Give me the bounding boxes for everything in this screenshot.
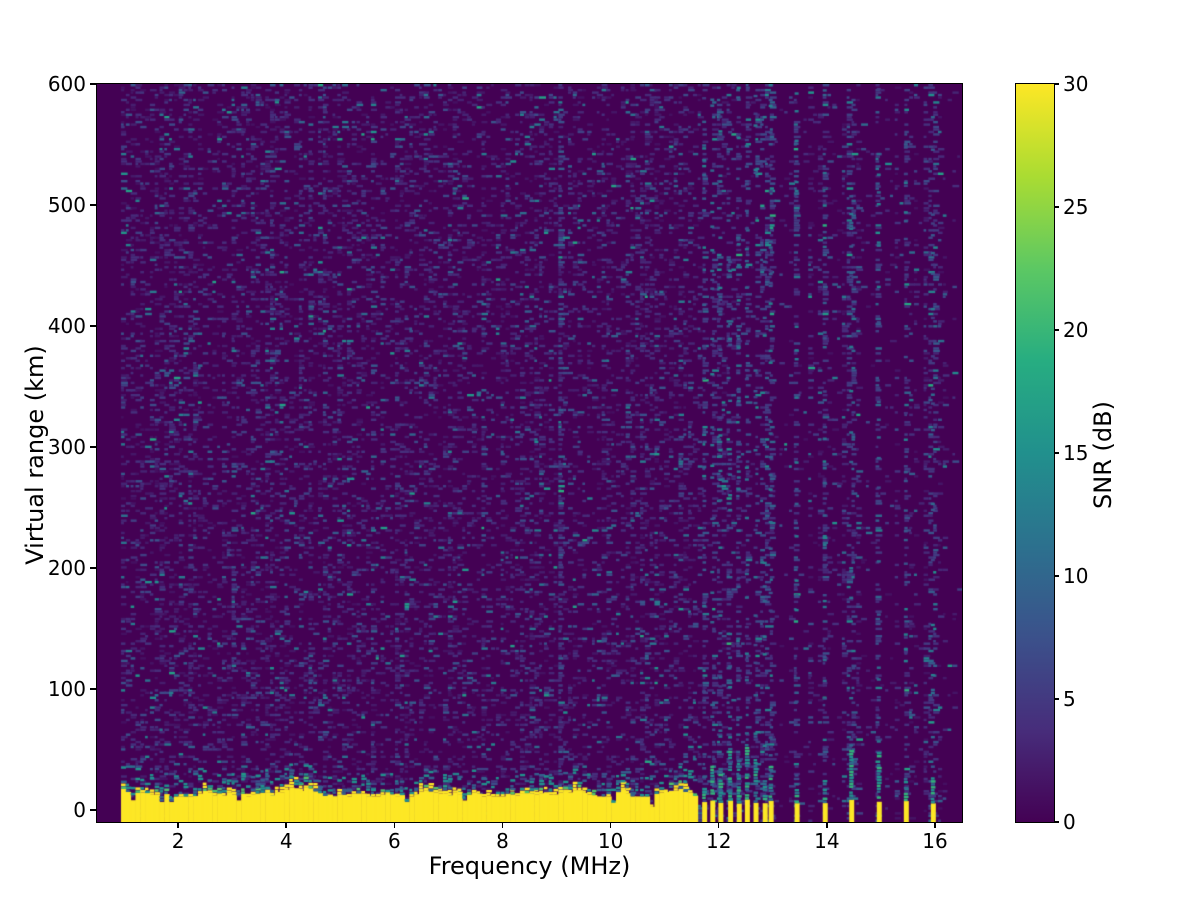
x-tick-mark	[826, 822, 828, 828]
x-tick-mark	[717, 822, 720, 828]
y-tick-label: 400	[47, 313, 86, 338]
colorbar-tick-mark	[1054, 575, 1059, 577]
x-tick-label: 2	[171, 829, 185, 853]
plot-area	[96, 83, 963, 823]
y-tick-mark	[90, 204, 96, 206]
x-tick-mark	[285, 822, 287, 828]
colorbar-tick-label: 20	[1063, 318, 1089, 342]
colorbar-label: SNR (dB)	[1089, 401, 1117, 509]
y-tick-mark	[90, 446, 96, 448]
colorbar-tick-mark	[1054, 206, 1059, 208]
x-tick-label: 4	[279, 829, 293, 853]
colorbar-tick-mark	[1054, 329, 1059, 331]
colorbar-tick-label: 15	[1063, 441, 1089, 465]
y-tick-label: 500	[47, 192, 86, 217]
colorbar-tick-label: 5	[1063, 687, 1076, 711]
x-tick-label: 10	[597, 829, 624, 853]
colorbar	[1015, 83, 1055, 823]
y-tick-mark	[90, 809, 96, 811]
y-tick-label: 0	[73, 797, 86, 822]
y-tick-label: 300	[47, 434, 86, 459]
colorbar-tick-label: 10	[1063, 564, 1089, 588]
y-tick-mark	[90, 688, 96, 690]
y-tick-label: 200	[47, 555, 86, 580]
x-tick-label: 6	[387, 829, 401, 853]
colorbar-tick-mark	[1054, 452, 1059, 454]
colorbar-tick-mark	[1054, 821, 1059, 823]
x-tick-label: 8	[496, 829, 509, 853]
x-tick-mark	[609, 822, 612, 828]
x-tick-mark	[393, 822, 396, 828]
x-axis-label: Frequency (MHz)	[428, 852, 631, 880]
y-tick-mark	[90, 83, 96, 85]
y-tick-mark	[90, 567, 96, 569]
y-tick-label: 600	[47, 72, 86, 96]
colorbar-tick-label: 0	[1063, 810, 1076, 834]
y-axis-label: Virtual range (km)	[21, 345, 49, 565]
y-tick-mark	[90, 325, 96, 327]
x-tick-label: 12	[705, 829, 732, 853]
colorbar-tick-label: 25	[1063, 195, 1089, 219]
x-tick-mark	[501, 822, 504, 828]
ionogram-heatmap-canvas	[97, 84, 962, 822]
x-tick-label: 14	[814, 829, 840, 853]
y-tick-label: 100	[47, 676, 86, 701]
x-tick-mark	[177, 822, 179, 828]
colorbar-tick-label: 30	[1063, 72, 1089, 96]
colorbar-tick-mark	[1054, 698, 1059, 700]
colorbar-tick-mark	[1054, 83, 1059, 85]
x-tick-mark	[934, 822, 936, 828]
x-tick-label: 16	[922, 829, 948, 853]
